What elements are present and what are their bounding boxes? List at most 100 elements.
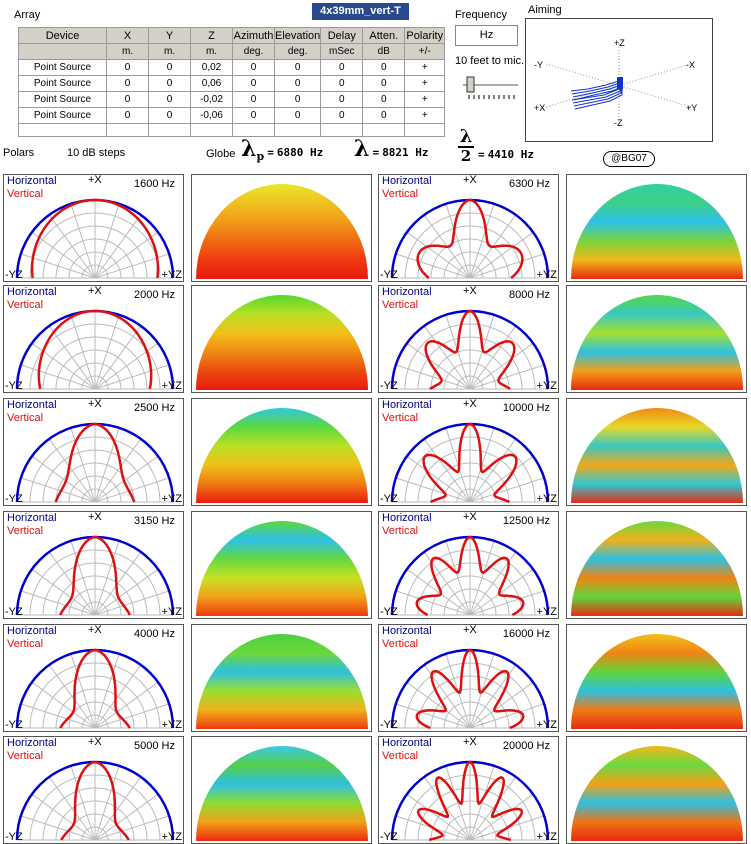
col-header-x[interactable]: X xyxy=(106,27,149,44)
axis-top-label: +X xyxy=(463,285,477,297)
table-cell[interactable]: 0 xyxy=(273,75,322,92)
table-cell[interactable]: + xyxy=(404,75,446,92)
col-header-device[interactable]: Device xyxy=(18,27,107,44)
polar-plot[interactable]: Horizontal Vertical +X 2500 Hz -YZ +YZ xyxy=(3,398,184,506)
table-cell[interactable]: 0 xyxy=(362,75,406,92)
globe-plot[interactable] xyxy=(566,511,747,619)
preset-name-field[interactable]: 4x39mm_vert-T xyxy=(312,3,409,20)
table-cell[interactable]: 0 xyxy=(232,75,275,92)
table-cell[interactable]: 0 xyxy=(148,59,191,76)
table-cell[interactable]: Point Source xyxy=(18,91,107,108)
slider-thumb[interactable] xyxy=(466,76,475,93)
table-cell[interactable]: 0 xyxy=(232,91,275,108)
unit-cell: dB xyxy=(362,43,406,60)
col-header-y[interactable]: Y xyxy=(148,27,191,44)
lambda-p-eq: = xyxy=(267,146,274,159)
table-cell[interactable]: 0 xyxy=(106,59,149,76)
table-cell[interactable]: Point Source xyxy=(18,75,107,92)
table-cell[interactable]: 0 xyxy=(232,107,275,124)
polar-plot[interactable]: Horizontal Vertical +X 2000 Hz -YZ +YZ xyxy=(3,285,184,393)
table-cell[interactable]: 0 xyxy=(106,107,149,124)
table-cell[interactable]: 0,06 xyxy=(190,75,233,92)
vertical-polar-curve xyxy=(37,309,153,390)
axis-label-py: +Y xyxy=(686,103,697,113)
table-cell[interactable]: + xyxy=(404,59,446,76)
polar-plot[interactable]: Horizontal Vertical +X 12500 Hz -YZ +YZ xyxy=(378,511,559,619)
table-cell[interactable]: 0 xyxy=(273,107,322,124)
axis-left-label: -YZ xyxy=(5,380,23,392)
table-cell[interactable]: + xyxy=(404,91,446,108)
table-cell[interactable]: 0 xyxy=(273,91,322,108)
table-cell[interactable]: 0,02 xyxy=(190,59,233,76)
axis-label-pz: +Z xyxy=(614,38,625,48)
device-table: Device X Y Z Azimuth Elevation Delay Att… xyxy=(18,27,446,137)
col-header-elevation[interactable]: Elevation xyxy=(273,27,322,44)
legend-horizontal: Horizontal xyxy=(382,399,432,411)
lambda-p-value: 6880 Hz xyxy=(276,146,324,159)
legend-horizontal: Horizontal xyxy=(7,737,57,749)
col-header-polarity[interactable]: Polarity xyxy=(404,27,446,44)
globe-plot[interactable] xyxy=(191,736,372,844)
table-cell[interactable]: 0 xyxy=(320,107,364,124)
globe-plot[interactable] xyxy=(566,624,747,732)
table-cell[interactable]: 0 xyxy=(320,59,364,76)
axis-right-label: +YZ xyxy=(161,493,182,505)
table-cell[interactable]: -0,06 xyxy=(190,107,233,124)
table-cell[interactable]: 0 xyxy=(232,59,275,76)
table-cell[interactable]: 0 xyxy=(106,91,149,108)
frequency-input[interactable]: Hz xyxy=(455,25,518,46)
table-cell[interactable]: + xyxy=(404,107,446,124)
polar-plot[interactable]: Horizontal Vertical +X 10000 Hz -YZ +YZ xyxy=(378,398,559,506)
globe-plot[interactable] xyxy=(191,398,372,506)
table-cell[interactable]: -0,02 xyxy=(190,91,233,108)
axis-top-label: +X xyxy=(88,624,102,636)
table-cell[interactable]: 0 xyxy=(148,91,191,108)
table-cell[interactable]: 0 xyxy=(320,91,364,108)
table-cell[interactable]: 0 xyxy=(362,91,406,108)
axis-label-ny: -Y xyxy=(534,60,543,70)
polar-plot[interactable]: Horizontal Vertical +X 20000 Hz -YZ +YZ xyxy=(378,736,559,844)
polar-plot[interactable]: Horizontal Vertical +X 3150 Hz -YZ +YZ xyxy=(3,511,184,619)
copyright-badge: @BG07 xyxy=(603,151,655,167)
polar-plot[interactable]: Horizontal Vertical +X 8000 Hz -YZ +YZ xyxy=(378,285,559,393)
globe-plot[interactable] xyxy=(191,285,372,393)
globe-plot[interactable] xyxy=(566,398,747,506)
polar-plot[interactable]: Horizontal Vertical +X 6300 Hz -YZ +YZ xyxy=(378,174,559,282)
table-row-empty[interactable] xyxy=(18,123,446,137)
distance-slider[interactable] xyxy=(460,70,522,102)
globe-plot[interactable] xyxy=(566,174,747,282)
polar-plot[interactable]: Horizontal Vertical +X 16000 Hz -YZ +YZ xyxy=(378,624,559,732)
polar-plot[interactable]: Horizontal Vertical +X 1600 Hz -YZ +YZ xyxy=(3,174,184,282)
col-header-delay[interactable]: Delay xyxy=(320,27,364,44)
polar-plot[interactable]: Horizontal Vertical +X 5000 Hz -YZ +YZ xyxy=(3,736,184,844)
col-header-z[interactable]: Z xyxy=(190,27,233,44)
table-cell[interactable]: Point Source xyxy=(18,107,107,124)
table-cell[interactable]: 0 xyxy=(148,75,191,92)
table-cell[interactable]: 0 xyxy=(320,75,364,92)
globe-plot[interactable] xyxy=(191,511,372,619)
table-row: Point Source 0 0 -0,06 0 0 0 0 + xyxy=(18,107,446,124)
table-cell[interactable]: 0 xyxy=(362,107,406,124)
polar-grid xyxy=(390,422,550,504)
legend-horizontal: Horizontal xyxy=(382,175,432,187)
globe-dome xyxy=(571,184,743,279)
col-header-azimuth[interactable]: Azimuth xyxy=(232,27,275,44)
table-cell[interactable]: 0 xyxy=(148,107,191,124)
globe-plot[interactable] xyxy=(566,736,747,844)
globe-dome xyxy=(196,634,368,729)
table-cell[interactable]: Point Source xyxy=(18,59,107,76)
table-cell[interactable]: 0 xyxy=(362,59,406,76)
globe-plot[interactable] xyxy=(566,285,747,393)
globe-label: Globe xyxy=(206,148,236,160)
table-cell[interactable]: 0 xyxy=(106,75,149,92)
globe-plot[interactable] xyxy=(191,624,372,732)
aiming-view[interactable]: +Z -Z -Y +Y +X -X xyxy=(525,18,713,142)
lambda-readout: λ = 8821 Hz xyxy=(354,136,429,162)
frequency-label: 1600 Hz xyxy=(134,178,175,190)
legend-horizontal: Horizontal xyxy=(7,399,57,411)
table-header-row: Device X Y Z Azimuth Elevation Delay Att… xyxy=(18,27,446,44)
polar-plot[interactable]: Horizontal Vertical +X 4000 Hz -YZ +YZ xyxy=(3,624,184,732)
globe-plot[interactable] xyxy=(191,174,372,282)
table-cell[interactable]: 0 xyxy=(273,59,322,76)
col-header-atten[interactable]: Atten. xyxy=(362,27,406,44)
